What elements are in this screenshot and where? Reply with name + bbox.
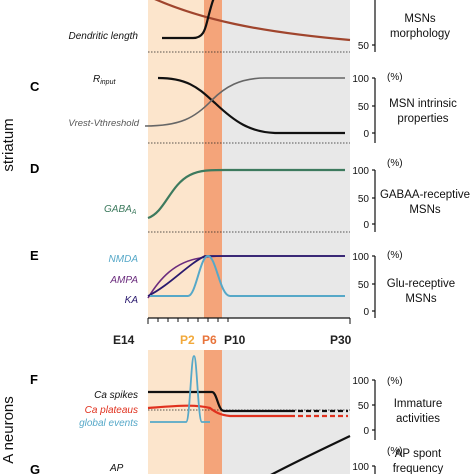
tick-c-50: 50 xyxy=(358,102,370,113)
unit-c: (%) xyxy=(387,72,403,83)
tick-c-0: 0 xyxy=(363,129,369,140)
postnatal-shading-upper xyxy=(222,0,350,318)
tick-e-50: 50 xyxy=(358,280,370,291)
title-g-2: frequency xyxy=(393,463,444,474)
series-global-events xyxy=(150,355,210,423)
unit-labels: (%) (%) (%) (%) (%) xyxy=(387,72,403,457)
panel-letter-f: F xyxy=(30,372,38,387)
title-c-1: MSN intrinsic xyxy=(389,98,457,110)
right-tick-labels: 50 100 50 0 100 50 0 100 50 0 100 50 0 1… xyxy=(352,41,369,473)
tick-e-100: 100 xyxy=(352,252,369,263)
label-gabaa: GABAA xyxy=(104,204,137,216)
title-d-1: GABAA-receptive xyxy=(380,189,470,201)
tick-label-e14: E14 xyxy=(113,333,135,347)
title-c-2: properties xyxy=(397,113,448,125)
tick-d-50: 50 xyxy=(358,194,370,205)
label-ap: AP xyxy=(109,463,124,474)
series-rinput xyxy=(157,76,345,135)
embryonic-shading-upper xyxy=(148,0,205,318)
label-vrest-vthreshold: Vrest-Vthreshold xyxy=(68,118,139,129)
tick-e-0: 0 xyxy=(363,307,369,318)
series-ca-spikes xyxy=(148,390,290,413)
series-nmda xyxy=(150,254,345,297)
unit-f: (%) xyxy=(387,376,403,387)
series-ca-plateaus xyxy=(147,404,290,418)
tick-label-p2: P2 xyxy=(180,333,195,347)
label-nmda: NMDA xyxy=(109,254,139,265)
panel-letter-d: D xyxy=(30,161,39,176)
panel-letter-c: C xyxy=(30,79,40,94)
unit-d: (%) xyxy=(387,158,403,169)
label-global-events: global events xyxy=(79,418,138,429)
label-ca-plateaus: Ca plateaus xyxy=(85,405,138,416)
title-e-2: MSNs xyxy=(405,293,437,305)
tick-c-100: 100 xyxy=(352,74,369,85)
title-e-1: Glu-receptive xyxy=(387,278,455,290)
label-ka: KA xyxy=(125,295,139,306)
panel-letter-e: E xyxy=(30,248,39,263)
label-ampa: AMPA xyxy=(109,275,138,286)
tick-f-0: 0 xyxy=(363,426,369,437)
title-top-2: morphology xyxy=(390,28,450,40)
unit-g: (%) xyxy=(387,446,403,457)
series-ap-frequency xyxy=(270,435,351,474)
label-rinput: Rinput xyxy=(93,74,116,86)
p6-band-upper xyxy=(204,0,222,318)
series-vrest-vthreshold xyxy=(144,77,345,127)
right-axes xyxy=(372,0,376,474)
series-dendritic-length xyxy=(162,0,215,40)
panel-titles: MSNs morphology MSN intrinsic properties… xyxy=(380,13,470,474)
panel-letter-g: G xyxy=(30,462,40,474)
tick-f-100: 100 xyxy=(352,376,369,387)
label-ca-spikes: Ca spikes xyxy=(94,390,138,401)
tick-label-p6: P6 xyxy=(202,333,217,347)
unit-e: (%) xyxy=(387,250,403,261)
tick-top-50: 50 xyxy=(358,41,370,52)
title-g-1: AP spont xyxy=(395,448,442,460)
bottom-group-label: A neurons xyxy=(0,396,17,464)
tick-d-100: 100 xyxy=(352,166,369,177)
tick-label-p30: P30 xyxy=(330,333,352,347)
title-f-2: activities xyxy=(396,413,440,425)
tick-g-100: 100 xyxy=(352,462,369,473)
tick-f-50: 50 xyxy=(358,401,370,412)
series-morphology-brown xyxy=(154,0,351,42)
tick-label-p10: P10 xyxy=(224,333,246,347)
p6-band-lower xyxy=(204,350,222,474)
title-top-1: MSNs xyxy=(404,13,436,25)
tick-d-0: 0 xyxy=(363,220,369,231)
title-f-1: Immature xyxy=(394,398,443,410)
series-gabaa xyxy=(147,168,345,220)
title-d-2: MSNs xyxy=(409,204,441,216)
x-axis: E14 P2 P6 P10 P30 xyxy=(113,317,352,347)
label-dendritic-length: Dendritic length xyxy=(69,31,139,42)
striatum-label: striatum xyxy=(0,118,17,171)
series-ka xyxy=(147,255,345,297)
